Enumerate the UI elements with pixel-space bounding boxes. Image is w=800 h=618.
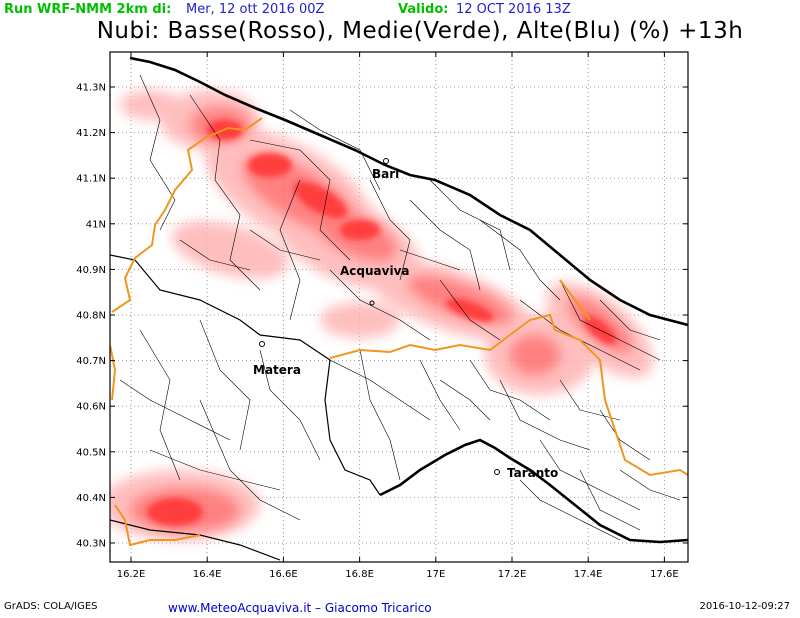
city-label-acquaviva: Acquaviva (340, 264, 410, 278)
latitude-axis: 41.3N 41.2N 41.1N 41N 40.9N 40.8N 40.7N 40.6N 40… (76, 83, 106, 550)
lon-tick-label: 16.4E (193, 569, 222, 580)
valid-label: Valido: (398, 2, 449, 17)
coastline (129, 56, 688, 544)
lat-tick-label: 41.3N (76, 83, 106, 94)
axis-ticks (110, 52, 688, 562)
taranto-marker (494, 469, 500, 475)
lat-tick-label: 41.1N (76, 174, 106, 185)
lon-tick-label: 17.4E (574, 569, 603, 580)
run-label: Run WRF-NMM 2km di: (4, 2, 172, 17)
lon-tick-label: 17.2E (498, 569, 527, 580)
city-label-taranto: Taranto (507, 466, 558, 480)
low-cloud-field (110, 90, 654, 540)
lon-tick-label: 16.2E (117, 569, 146, 580)
region-border (110, 117, 688, 547)
valid-date: 12 OCT 2016 13Z (456, 2, 571, 17)
matera-marker (259, 341, 265, 347)
plot-frame (109, 51, 689, 563)
lat-tick-label: 41N (86, 219, 106, 230)
municipal-borders (119, 74, 681, 541)
lat-tick-label: 40.6N (76, 402, 106, 413)
generation-timestamp: 2016-10-12-09:27 (699, 601, 790, 612)
city-markers (259, 158, 500, 475)
city-label-matera: Matera (253, 363, 301, 377)
longitude-axis: 16.2E 16.4E 16.6E 16.8E 17E 17.2E 17.4E 17.6E (117, 569, 679, 580)
lon-tick-label: 16.8E (345, 569, 374, 580)
lon-tick-label: 16.6E (269, 569, 298, 580)
lat-tick-label: 41.2N (76, 128, 106, 139)
lat-tick-label: 40.8N (76, 311, 106, 322)
acquaviva-marker (369, 300, 375, 306)
lat-tick-label: 40.3N (76, 539, 106, 550)
lat-tick-label: 40.7N (76, 356, 106, 367)
lon-tick-label: 17.6E (650, 569, 679, 580)
lon-tick-label: 17E (426, 569, 445, 580)
lat-tick-label: 40.5N (76, 447, 106, 458)
site-credit: www.MeteoAcquaviva.it – Giacomo Tricaric… (168, 601, 432, 615)
grads-credit: GrADS: COLA/IGES (4, 601, 98, 612)
lat-tick-label: 40.9N (76, 265, 106, 276)
lat-tick-label: 40.4N (76, 493, 106, 504)
map-title: Nubi: Basse(Rosso), Medie(Verde), Alte(B… (96, 18, 744, 44)
city-label-bari: Bari (372, 167, 399, 181)
bari-marker (383, 158, 389, 164)
run-date: Mer, 12 ott 2016 00Z (186, 2, 325, 17)
